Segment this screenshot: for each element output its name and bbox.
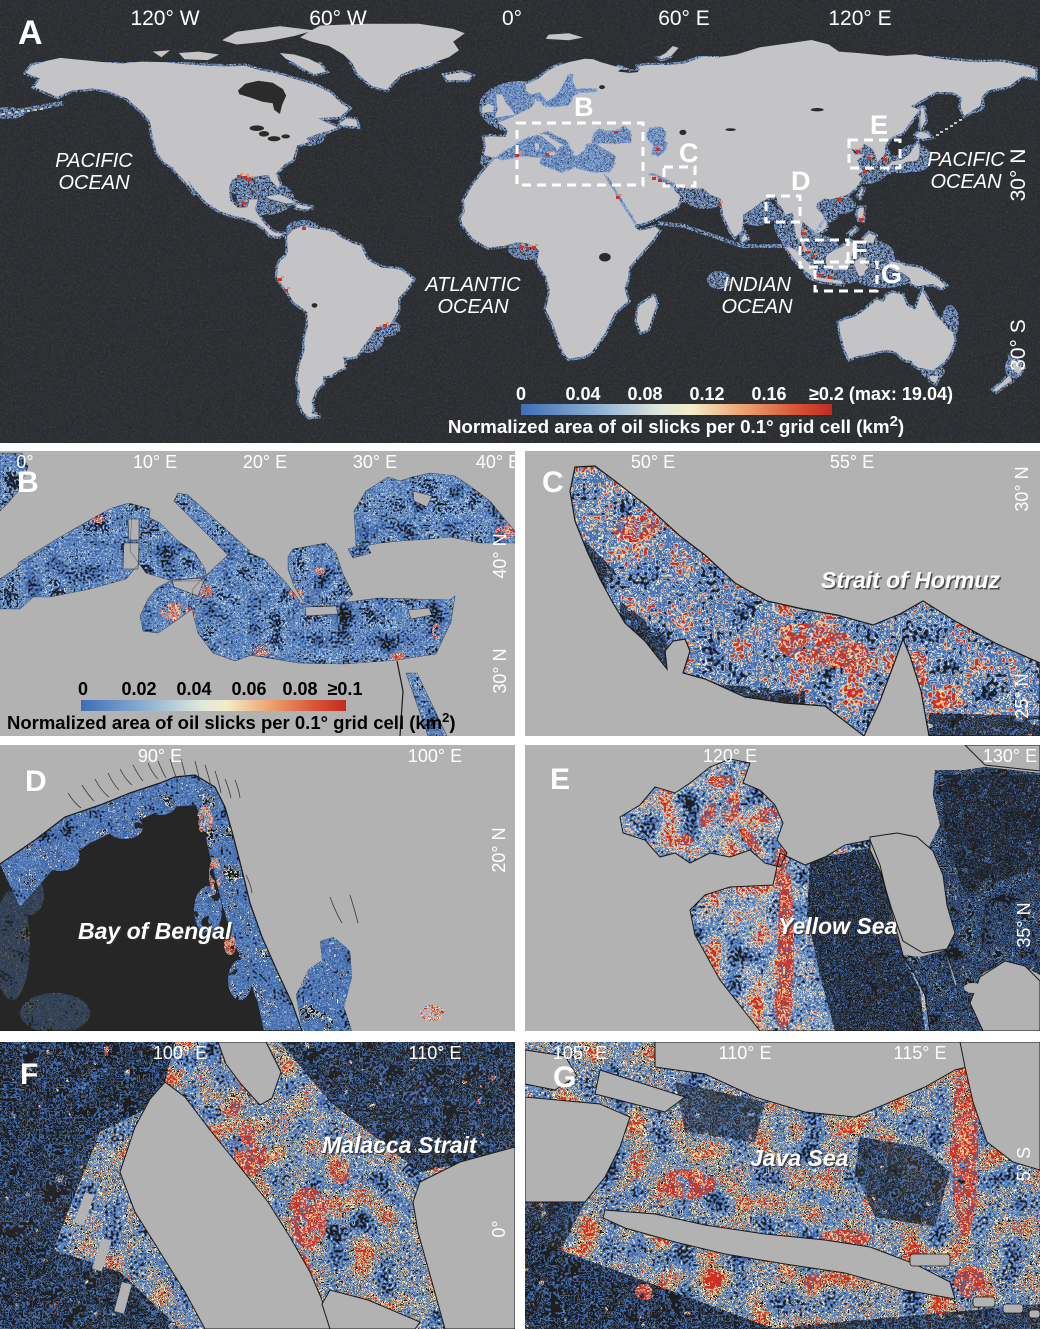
svg-text:C: C [679, 138, 699, 168]
svg-text:G: G [553, 1061, 576, 1094]
svg-text:30° N: 30° N [1012, 466, 1032, 511]
svg-text:30° S: 30° S [1007, 319, 1030, 371]
svg-text:Malacca Strait: Malacca Strait [322, 1132, 478, 1158]
svg-text:25° N: 25° N [1012, 673, 1032, 718]
svg-text:OCEAN: OCEAN [58, 172, 130, 194]
svg-text:0.16: 0.16 [751, 384, 786, 404]
svg-text:0.04: 0.04 [176, 679, 211, 699]
svg-text:120° E: 120° E [828, 7, 891, 30]
svg-text:0.04: 0.04 [565, 384, 600, 404]
svg-text:PACIFIC: PACIFIC [927, 149, 1005, 171]
svg-text:0°: 0° [16, 452, 33, 472]
svg-text:≥0.1: ≥0.1 [328, 679, 363, 699]
svg-text:10° E: 10° E [133, 452, 177, 472]
svg-text:OCEAN: OCEAN [721, 296, 793, 318]
svg-text:C: C [542, 466, 564, 499]
svg-text:20° N: 20° N [489, 827, 509, 872]
svg-text:130° E: 130° E [983, 746, 1037, 766]
svg-text:Normalized area of oil slicks: Normalized area of oil slicks per 0.1° g… [448, 413, 904, 437]
svg-text:20° E: 20° E [243, 452, 287, 472]
svg-text:100° E: 100° E [153, 1043, 207, 1063]
svg-text:0.08: 0.08 [282, 679, 317, 699]
svg-text:Strait of Hormuz: Strait of Hormuz [821, 567, 1000, 593]
svg-text:0.06: 0.06 [231, 679, 266, 699]
svg-text:50° E: 50° E [631, 452, 675, 472]
svg-text:Normalized area of oil slicks: Normalized area of oil slicks per 0.1° g… [7, 710, 456, 733]
svg-text:30° E: 30° E [353, 452, 397, 472]
svg-text:0°: 0° [489, 1220, 509, 1237]
svg-text:Java Sea: Java Sea [752, 1147, 851, 1173]
svg-text:0.08: 0.08 [627, 384, 662, 404]
svg-text:E: E [550, 763, 570, 796]
svg-text:55° E: 55° E [830, 452, 874, 472]
svg-text:B: B [574, 92, 594, 122]
svg-text:110° E: 110° E [409, 1043, 462, 1063]
svg-text:ATLANTIC: ATLANTIC [424, 274, 521, 296]
svg-text:A: A [18, 14, 43, 52]
svg-text:Bay of Bengal: Bay of Bengal [80, 920, 234, 946]
svg-text:Yellow Sea: Yellow Sea [778, 913, 898, 939]
svg-text:90° E: 90° E [138, 746, 182, 766]
svg-text:120° E: 120° E [703, 746, 757, 766]
svg-text:0°: 0° [502, 7, 522, 30]
svg-text:40° E: 40° E [476, 452, 515, 472]
svg-text:OCEAN: OCEAN [930, 171, 1002, 193]
svg-text:D: D [25, 765, 47, 798]
svg-text:40° N: 40° N [490, 533, 510, 578]
svg-text:35° N: 35° N [1014, 902, 1034, 947]
svg-text:60° E: 60° E [658, 7, 710, 30]
svg-text:B: B [17, 466, 39, 499]
svg-text:0: 0 [516, 384, 526, 404]
svg-text:≥0.2 (max: 19.04): ≥0.2 (max: 19.04) [809, 384, 953, 404]
svg-text:120° W: 120° W [130, 7, 199, 30]
svg-text:105° E: 105° E [553, 1043, 607, 1063]
svg-text:100° E: 100° E [408, 746, 462, 766]
svg-text:G: G [881, 259, 902, 289]
svg-text:60° W: 60° W [309, 7, 367, 30]
svg-text:Strait of Hormuz: Strait of Hormuz [823, 569, 1002, 595]
svg-text:0.12: 0.12 [689, 384, 724, 404]
svg-text:E: E [870, 110, 888, 140]
svg-text:D: D [791, 166, 811, 196]
svg-text:F: F [20, 1058, 38, 1091]
svg-text:Yellow Sea: Yellow Sea [780, 915, 900, 941]
svg-text:5° S: 5° S [1014, 1147, 1034, 1181]
svg-text:0: 0 [78, 679, 88, 699]
svg-text:Java Sea: Java Sea [750, 1145, 849, 1171]
svg-text:30° N: 30° N [490, 648, 510, 693]
svg-text:F: F [851, 235, 868, 265]
svg-text:OCEAN: OCEAN [437, 296, 509, 318]
svg-text:PACIFIC: PACIFIC [55, 150, 133, 172]
svg-text:Bay of Bengal: Bay of Bengal [78, 918, 232, 944]
svg-text:Malacca Strait: Malacca Strait [324, 1134, 480, 1160]
svg-text:0.02: 0.02 [121, 679, 156, 699]
svg-text:30° N: 30° N [1007, 149, 1030, 202]
svg-text:110° E: 110° E [719, 1043, 772, 1063]
svg-text:INDIAN: INDIAN [723, 274, 791, 296]
svg-text:115° E: 115° E [894, 1043, 947, 1063]
